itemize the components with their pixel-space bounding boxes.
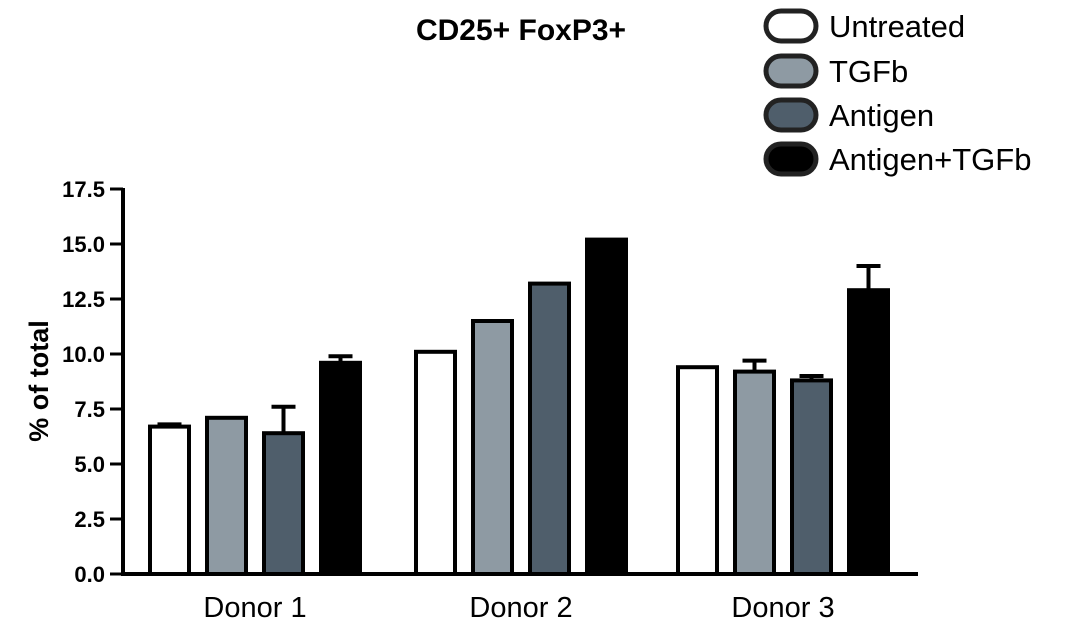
- legend-label: Untreated: [829, 9, 965, 44]
- legend-swatch: [763, 141, 819, 177]
- error-bars: [157, 264, 881, 434]
- bar: [528, 281, 571, 576]
- y-tick-label: 7.5: [74, 397, 105, 422]
- y-tick-label: 15.0: [62, 232, 105, 257]
- x-category-label: Donor 3: [731, 592, 834, 624]
- x-category-label: Donor 2: [469, 592, 572, 624]
- bar: [205, 415, 248, 576]
- legend: Untreated TGFb Antigen Antigen+TGFb: [763, 8, 1031, 177]
- legend-label: Antigen: [829, 98, 934, 133]
- legend-swatch: [763, 8, 819, 44]
- bar: [847, 288, 890, 576]
- y-axis-label: % of total: [24, 320, 54, 442]
- y-tick-label: 2.5: [74, 507, 105, 532]
- bar: [676, 365, 719, 577]
- axes: [121, 188, 918, 576]
- legend-swatch: [763, 53, 819, 89]
- bar: [471, 319, 514, 576]
- bar: [148, 424, 191, 576]
- legend-label: TGFb: [829, 54, 908, 89]
- y-tick-label: 5.0: [74, 452, 105, 477]
- bar: [319, 360, 362, 576]
- bar: [262, 431, 305, 577]
- legend-swatch: [763, 97, 819, 133]
- y-axis-ticks: 0.0 2.5 5.0 7.5 10.0 12.5 15.0 17.5: [62, 177, 123, 587]
- legend-label: Antigen+TGFb: [829, 142, 1031, 177]
- bars: [148, 237, 890, 577]
- y-tick-label: 17.5: [62, 177, 105, 202]
- bar: [414, 349, 457, 576]
- x-axis-category-labels: Donor 1 Donor 2 Donor 3: [203, 592, 834, 624]
- y-tick-label: 12.5: [62, 287, 105, 312]
- bar: [585, 237, 628, 576]
- bar: [790, 378, 833, 576]
- chart-title: CD25+ FoxP3+: [416, 14, 626, 47]
- bar: [733, 369, 776, 576]
- y-tick-label: 0.0: [74, 562, 105, 587]
- x-category-label: Donor 1: [203, 592, 306, 624]
- y-tick-label: 10.0: [62, 342, 105, 367]
